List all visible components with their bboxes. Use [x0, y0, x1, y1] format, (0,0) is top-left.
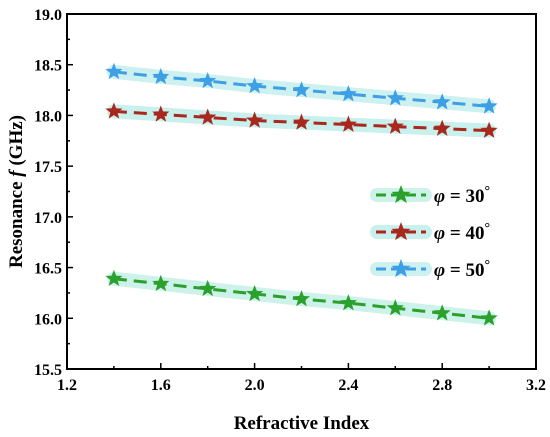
- data-point-1: [105, 102, 123, 119]
- data-point-2: [152, 67, 170, 85]
- y-tick-label: 18.5: [34, 58, 62, 75]
- data-point-1: [386, 117, 404, 134]
- data-point-1: [339, 115, 357, 132]
- data-point-2: [339, 85, 357, 102]
- y-tick-label: 16.5: [34, 261, 62, 278]
- legend-label-unit: °: [484, 184, 490, 199]
- x-tick-label: 1.6: [151, 377, 171, 394]
- data-point-0: [292, 290, 311, 307]
- x-tick-label: 2.4: [338, 377, 358, 394]
- legend-label-unit: °: [484, 258, 490, 273]
- tick-labels: 1.2 1.6 2.0 2.4 2.8 3.2 15.5 16.0 16.5 17.0 17.5 18…: [34, 7, 546, 394]
- data-point-1: [246, 111, 264, 128]
- legend-marker: [391, 259, 411, 278]
- data-point-2: [433, 93, 451, 110]
- legend-marker: [391, 185, 411, 204]
- y-tick-label: 15.5: [34, 362, 62, 379]
- legend: φ = 30°φ = 40°φ = 50°: [370, 184, 490, 281]
- y-tick-label: 17.5: [34, 159, 62, 176]
- legend-label: φ = 50°: [434, 258, 490, 281]
- data-point-0: [246, 284, 264, 302]
- legend-marker: [391, 222, 411, 241]
- data-point-2: [386, 89, 404, 106]
- x-tick-label: 1.2: [57, 377, 77, 394]
- data-point-2: [292, 81, 311, 98]
- legend-label: φ = 30°: [434, 184, 490, 207]
- data-point-2: [480, 97, 498, 114]
- y-axis-title-unit: (GHz): [6, 115, 27, 170]
- legend-label-value: = 30: [445, 186, 484, 207]
- data-point-0: [433, 304, 451, 321]
- y-tick-label: 17.0: [34, 210, 62, 227]
- legend-label-value: = 50: [445, 260, 484, 281]
- x-axis-title: Refractive Index: [234, 413, 370, 434]
- data-point-1: [152, 105, 170, 122]
- data-point-0: [105, 269, 123, 287]
- y-axis-title-prefix: Resonance: [6, 177, 27, 268]
- series-markers: [105, 62, 498, 326]
- legend-label-var: φ: [434, 223, 445, 244]
- x-tick-label: 2.0: [245, 377, 265, 394]
- data-point-0: [152, 274, 170, 292]
- data-point-0: [480, 309, 498, 326]
- data-point-0: [339, 294, 357, 311]
- data-point-0: [199, 279, 217, 297]
- axis-ticks: [66, 13, 537, 370]
- data-point-0: [386, 299, 404, 316]
- legend-label: φ = 40°: [434, 221, 490, 244]
- series-glows: [106, 64, 497, 326]
- data-point-2: [105, 62, 123, 80]
- y-tick-label: 18.0: [34, 108, 62, 125]
- y-tick-label: 19.0: [34, 7, 62, 24]
- data-point-2: [199, 71, 217, 89]
- legend-label-unit: °: [484, 221, 490, 236]
- y-axis-title: Resonance f (GHz): [6, 115, 27, 268]
- x-tick-label: 3.2: [526, 377, 546, 394]
- y-axis-title-var: f: [6, 169, 27, 177]
- legend-label-var: φ: [434, 260, 445, 281]
- data-point-1: [199, 108, 217, 125]
- x-tick-label: 2.8: [432, 377, 452, 394]
- data-point-1: [480, 121, 498, 138]
- data-point-1: [433, 119, 451, 136]
- data-point-2: [246, 77, 264, 94]
- legend-label-var: φ: [434, 186, 445, 207]
- legend-label-value: = 40: [445, 223, 484, 244]
- data-point-1: [292, 113, 311, 130]
- y-tick-label: 16.0: [34, 311, 62, 328]
